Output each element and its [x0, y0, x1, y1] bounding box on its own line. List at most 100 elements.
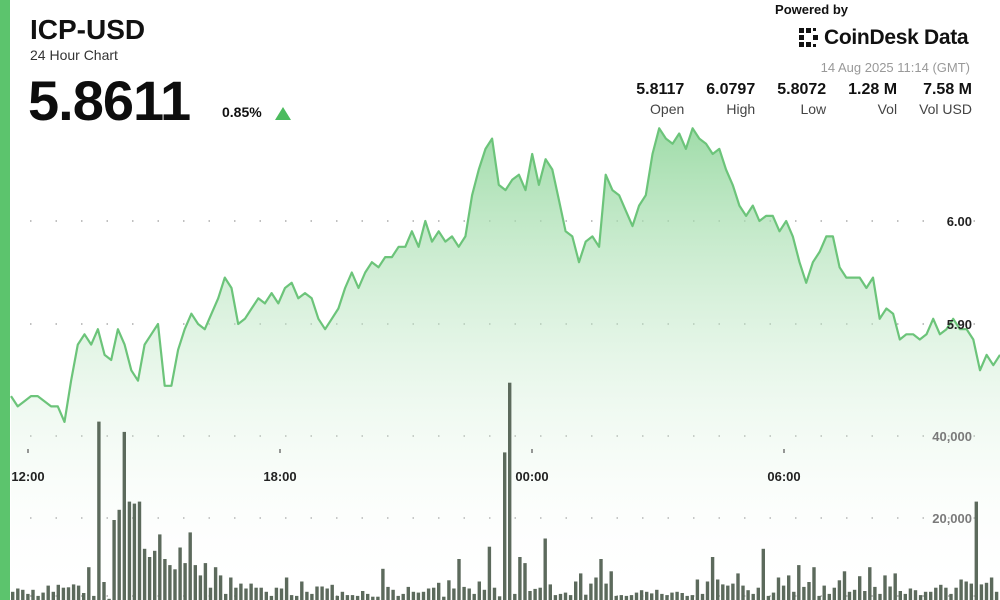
volume-bar — [873, 586, 877, 600]
volume-bar — [589, 583, 593, 600]
volume-bar — [340, 591, 345, 600]
volume-bar — [903, 593, 907, 600]
volume-bar — [71, 584, 76, 600]
stat-label: Low — [800, 101, 827, 117]
volume-bar — [989, 577, 994, 600]
volume-bar — [979, 584, 984, 600]
volume-bar — [954, 587, 958, 600]
volume-bar — [391, 589, 395, 600]
volume-bar — [634, 592, 639, 600]
volume-bar — [568, 595, 573, 600]
volume-bar — [599, 559, 603, 600]
volume-bar — [878, 593, 882, 600]
volume-bar — [685, 595, 689, 600]
volume-bar — [92, 595, 96, 600]
volume-bar — [122, 431, 126, 600]
coindesk-logo-icon — [799, 28, 818, 47]
volume-bar — [731, 583, 735, 600]
volume-bar — [350, 595, 355, 600]
price-line — [10, 127, 1000, 423]
volume-bar — [300, 581, 304, 600]
volume-bar — [198, 575, 203, 600]
volume-bar — [320, 586, 324, 600]
volume-bar — [700, 593, 705, 600]
volume-bar — [218, 575, 223, 600]
volume-tick-label: 40,000 — [932, 429, 972, 444]
price-change: 0.85% — [222, 104, 262, 120]
volume-bar — [416, 592, 421, 600]
volume-bar — [888, 586, 892, 600]
volume-bar — [660, 593, 664, 600]
volume-bar — [969, 583, 973, 600]
volume-bar — [543, 538, 547, 600]
volume-bar — [908, 588, 913, 600]
volume-bar — [645, 591, 649, 600]
volume-bar — [746, 590, 750, 600]
volume-bar — [41, 592, 45, 600]
volume-bar — [832, 587, 836, 600]
volume-bars — [11, 382, 999, 600]
stat-value: 7.58 M — [923, 81, 972, 98]
stat-value: 1.28 M — [848, 81, 898, 98]
volume-bar — [295, 595, 299, 600]
price-area-fill — [11, 128, 1000, 600]
volume-bar — [426, 588, 431, 600]
volume-bar — [432, 587, 436, 600]
volume-bar — [254, 587, 258, 600]
volume-bar — [284, 577, 289, 600]
volume-bar — [421, 591, 426, 600]
volume-bar — [371, 596, 375, 600]
volume-bar — [629, 595, 634, 600]
volume-bar — [487, 546, 492, 600]
volume-bar — [112, 520, 116, 600]
volume-bar — [289, 595, 294, 600]
volume-bar — [528, 591, 532, 600]
volume-bar — [229, 577, 233, 600]
x-tick-label: 06:00 — [767, 469, 800, 484]
accent-bar — [0, 0, 10, 600]
volume-bar — [695, 579, 700, 600]
volume-bar — [690, 595, 694, 600]
volume-bar — [76, 585, 81, 600]
volume-bar — [574, 581, 578, 600]
volume-bar — [279, 588, 284, 600]
volume-bar — [208, 587, 213, 600]
volume-bar — [274, 587, 279, 600]
current-price: 5.8611 — [28, 69, 191, 132]
volume-bar — [26, 593, 30, 600]
volume-bar — [239, 583, 243, 600]
volume-bar — [639, 590, 644, 600]
volume-bar — [117, 509, 121, 600]
volume-bar — [462, 586, 466, 600]
volume-bar — [883, 575, 887, 600]
volume-bar — [710, 557, 715, 600]
volume-bar — [401, 593, 405, 600]
volume-bar — [355, 595, 360, 600]
stat-value: 5.8072 — [777, 81, 827, 98]
x-tick-label: 12:00 — [11, 469, 44, 484]
volume-bar — [437, 582, 441, 600]
volume-bar — [127, 501, 132, 600]
volume-bar — [736, 573, 740, 600]
volume-tick-label: 20,000 — [932, 511, 972, 526]
volume-bar — [726, 585, 730, 600]
volume-bar — [898, 591, 902, 600]
timestamp: 14 Aug 2025 11:14 (GMT) — [820, 60, 970, 75]
volume-bar — [163, 559, 167, 600]
price-tick-label: 6.00 — [947, 214, 972, 229]
volume-bar — [381, 568, 385, 600]
stat-label: Vol USD — [919, 101, 972, 117]
powered-by-label: Powered by — [775, 2, 848, 17]
brand-name: CoinDesk Data — [824, 26, 969, 49]
volume-bar — [264, 591, 268, 600]
volume-bar — [624, 595, 629, 600]
volume-bar — [16, 588, 20, 600]
volume-bar — [893, 573, 897, 600]
volume-bar — [756, 587, 760, 600]
volume-bar — [847, 591, 852, 600]
volume-bar — [817, 595, 821, 600]
volume-bar — [741, 585, 745, 600]
volume-bar — [792, 591, 796, 600]
volume-bar — [918, 595, 923, 600]
